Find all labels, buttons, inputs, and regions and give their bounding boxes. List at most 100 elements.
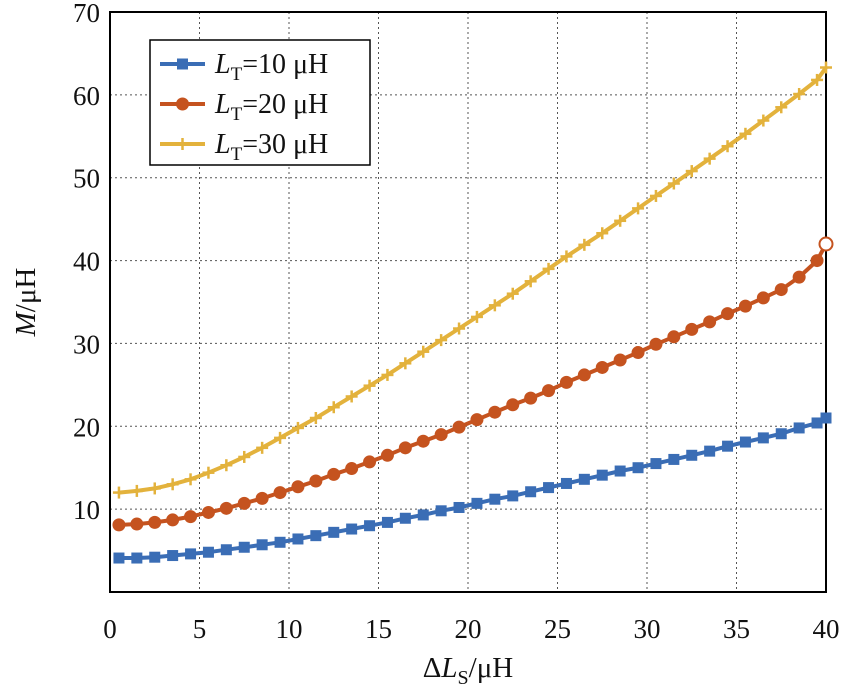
data-point <box>811 417 823 429</box>
data-point <box>738 299 752 313</box>
data-point <box>632 202 645 215</box>
data-point <box>381 516 393 528</box>
data-point <box>185 548 197 560</box>
data-point <box>130 517 144 531</box>
data-point <box>184 510 198 524</box>
data-point <box>577 368 591 382</box>
series-3 <box>112 61 832 499</box>
data-point <box>202 466 215 479</box>
data-point <box>291 421 304 434</box>
data-point <box>524 275 537 288</box>
x-tick-label: 40 <box>813 614 840 644</box>
data-point <box>417 509 429 521</box>
plot-frame <box>109 11 827 593</box>
data-point <box>614 214 627 227</box>
data-point <box>560 250 573 263</box>
data-point <box>649 189 662 202</box>
data-point <box>632 462 644 474</box>
data-point <box>542 262 555 275</box>
x-tick-label: 10 <box>276 614 303 644</box>
series-line <box>119 416 827 560</box>
data-point <box>112 518 126 532</box>
x-axis-title: ΔLS/μH <box>423 652 514 689</box>
x-tick-label: 5 <box>193 614 207 644</box>
data-point <box>793 422 805 434</box>
data-point <box>811 73 824 86</box>
data-point <box>273 486 287 500</box>
data-point <box>328 526 340 538</box>
data-point <box>220 544 232 556</box>
data-point <box>596 227 609 240</box>
data-point <box>775 428 787 440</box>
data-point <box>417 345 430 358</box>
data-point <box>543 482 555 494</box>
data-point <box>488 299 501 312</box>
data-point <box>650 458 662 470</box>
data-point <box>166 513 180 527</box>
data-point <box>756 291 770 305</box>
y-tick-label: 50 <box>73 164 100 194</box>
data-point <box>238 450 251 463</box>
data-point <box>452 420 466 434</box>
data-point <box>292 533 304 545</box>
data-point <box>704 445 716 457</box>
data-point <box>237 496 251 510</box>
legend-entry: LT=20 μH <box>160 89 328 125</box>
data-point <box>470 413 484 427</box>
legend-marker <box>176 97 189 111</box>
data-point <box>453 501 465 513</box>
data-point <box>309 412 322 424</box>
data-point <box>346 523 358 535</box>
data-point <box>434 428 448 442</box>
data-point <box>256 441 269 454</box>
data-point <box>667 330 681 344</box>
data-point <box>453 322 466 335</box>
data-point <box>202 546 214 558</box>
data-point <box>757 114 770 127</box>
x-tick-label: 0 <box>103 614 117 644</box>
data-point <box>291 480 305 494</box>
y-tick-label: 40 <box>73 247 100 277</box>
data-point <box>363 379 376 392</box>
data-point <box>489 493 501 505</box>
data-point <box>721 140 734 153</box>
legend-entry: LT=30 μH <box>160 129 328 165</box>
y-tick-label: 70 <box>73 0 100 28</box>
legend-label: LT=10 μH <box>214 49 328 85</box>
legend: LT=10 μH LT=20 μH LT=30 μH <box>149 39 371 166</box>
series-line <box>118 243 828 527</box>
data-point <box>578 473 590 485</box>
data-point <box>507 490 519 502</box>
data-point <box>578 238 591 251</box>
legend-label: LT=20 μH <box>214 89 328 125</box>
data-point <box>793 88 806 101</box>
data-point <box>774 283 788 297</box>
data-point <box>399 357 412 370</box>
data-point <box>435 334 448 347</box>
data-point <box>559 375 573 389</box>
data-point <box>792 270 806 284</box>
data-point <box>219 501 233 515</box>
y-axis-title: M/μH <box>10 268 42 338</box>
data-point <box>471 497 483 509</box>
data-point <box>399 512 411 524</box>
data-point <box>364 520 376 532</box>
x-tick-label: 15 <box>365 614 392 644</box>
legend-label: LT=30 μH <box>214 129 328 165</box>
data-point <box>131 552 143 564</box>
data-point <box>435 505 447 517</box>
data-point <box>820 61 832 74</box>
data-point <box>255 491 269 505</box>
data-point <box>309 474 323 488</box>
data-point <box>470 310 483 323</box>
data-point <box>327 401 340 414</box>
data-point <box>149 551 161 563</box>
data-point <box>184 473 197 486</box>
x-tick-label: 35 <box>723 614 750 644</box>
data-point <box>524 391 538 405</box>
data-point <box>327 467 341 481</box>
data-point <box>167 550 179 562</box>
x-tick-label: 20 <box>455 614 482 644</box>
data-point <box>130 484 143 497</box>
